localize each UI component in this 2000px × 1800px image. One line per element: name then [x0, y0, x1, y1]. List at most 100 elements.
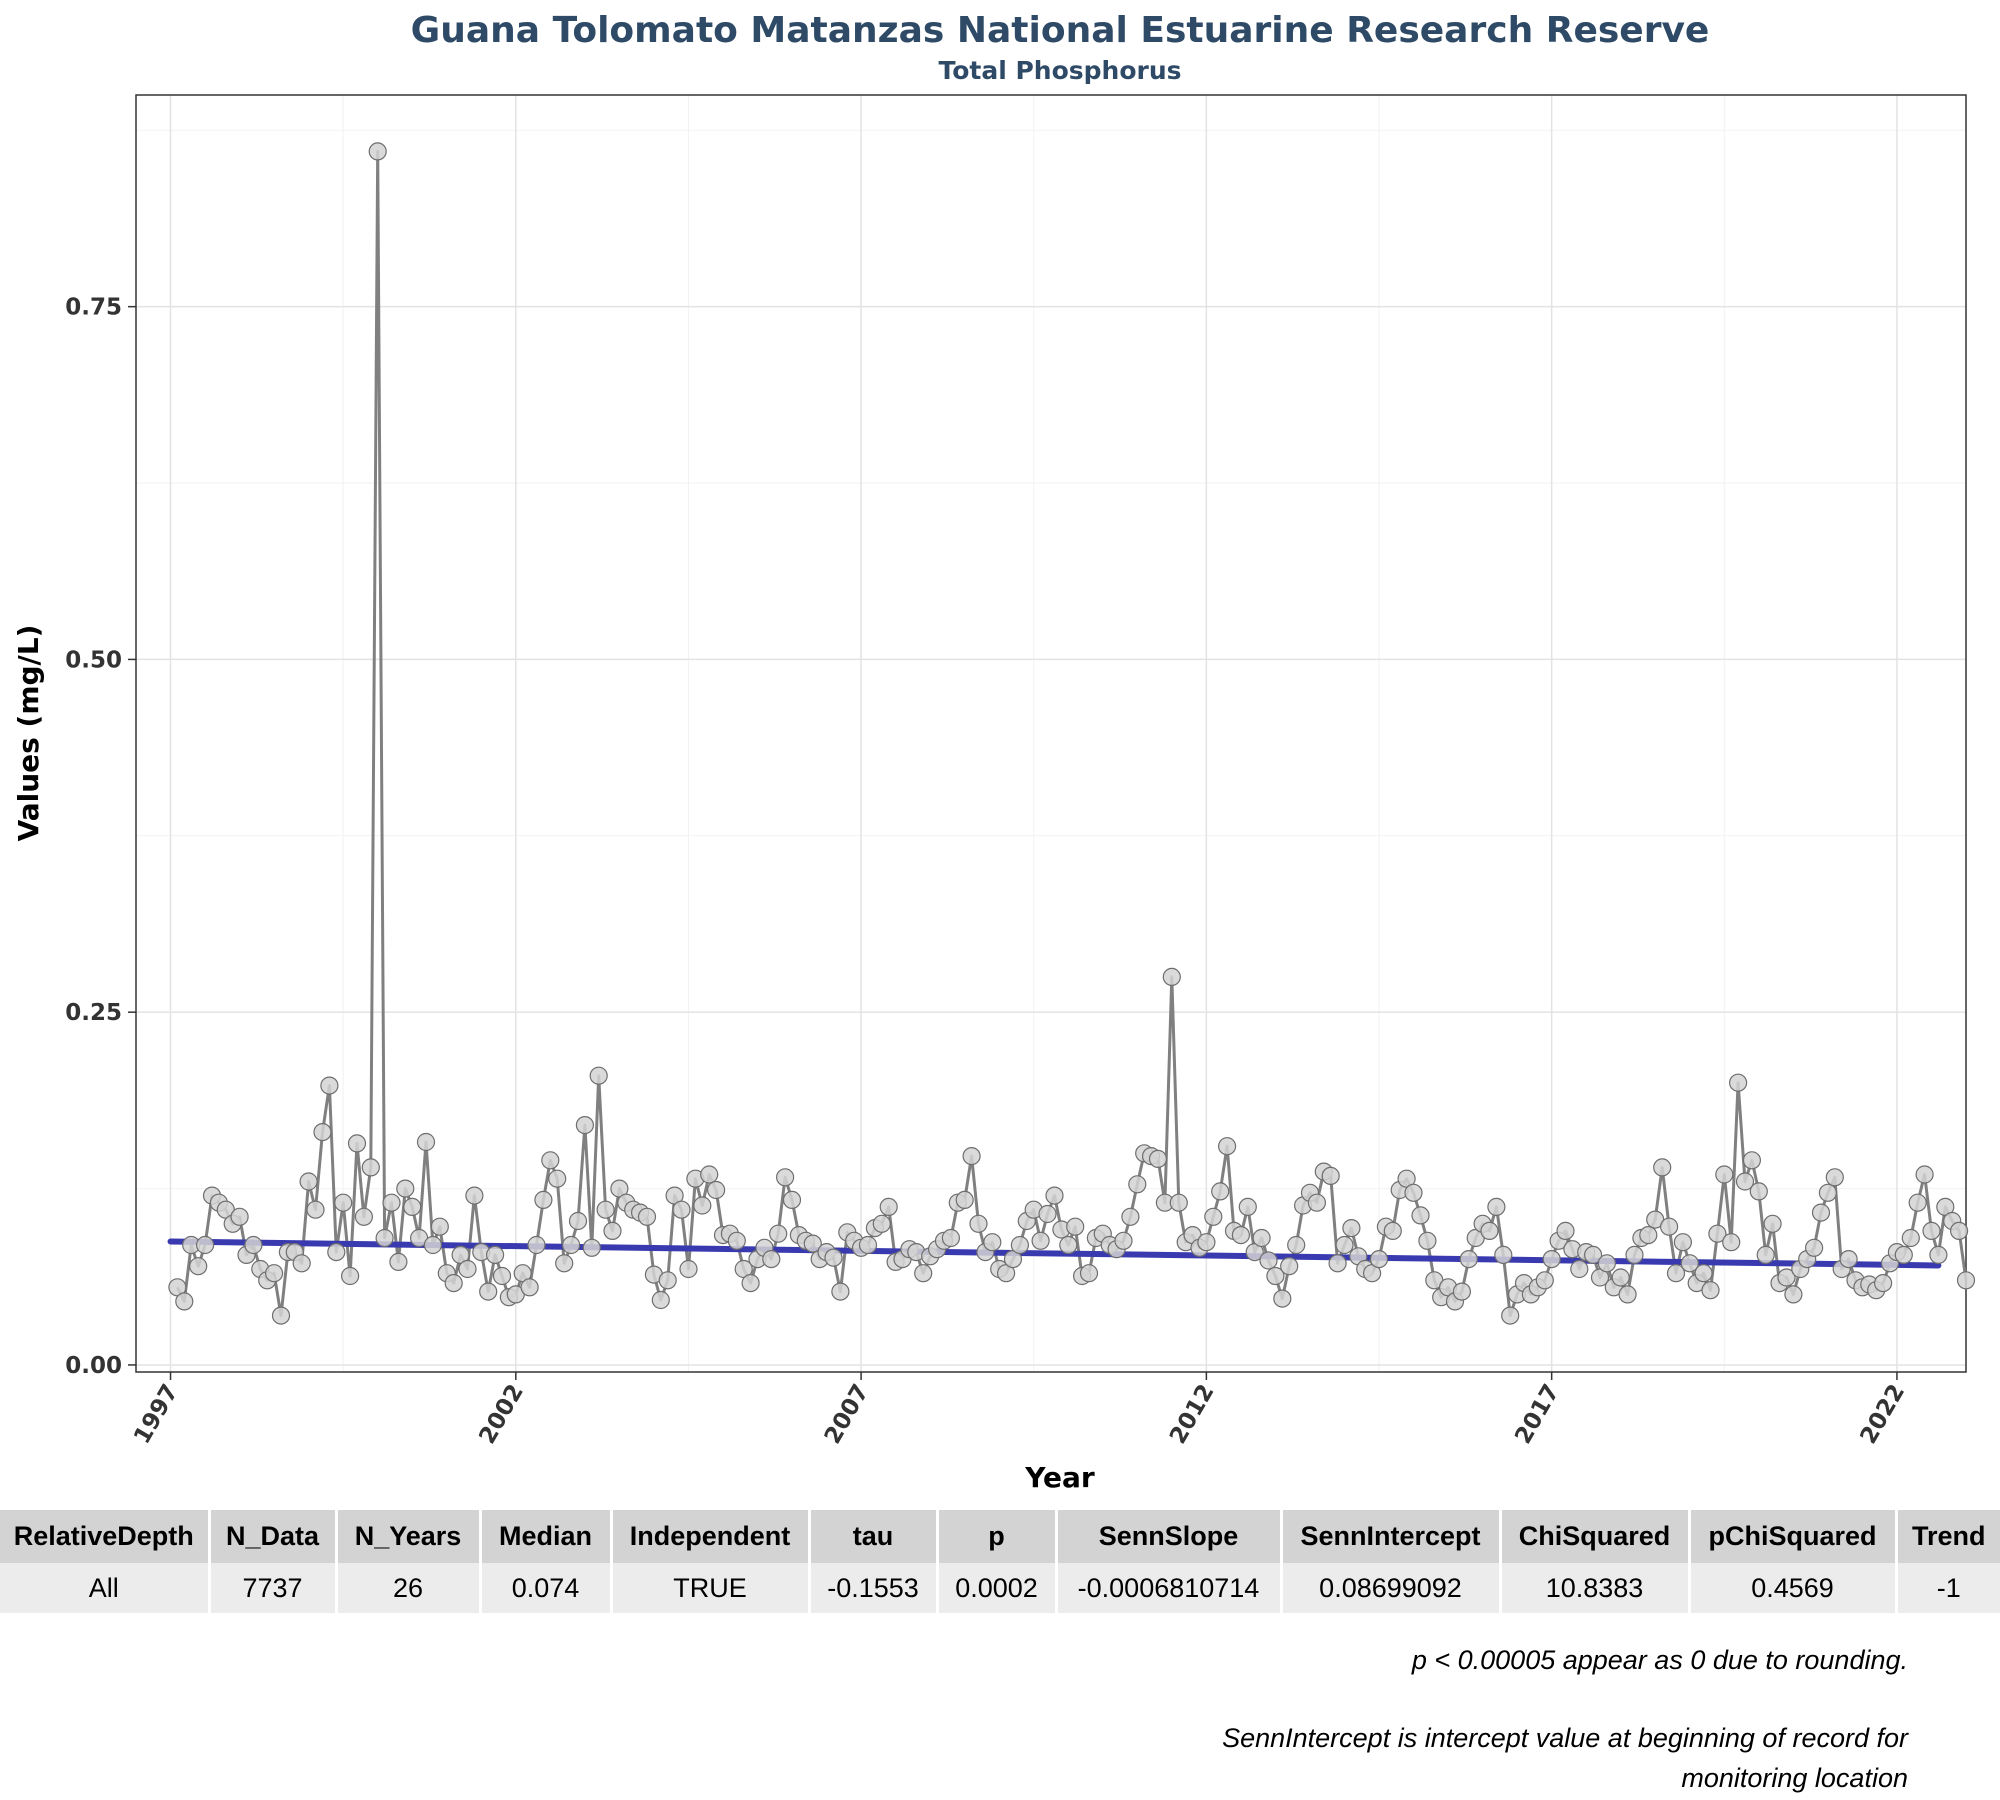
data-point: [1728, 1073, 1748, 1092]
data-point: [831, 1282, 850, 1301]
data-point: [1908, 1193, 1927, 1212]
chart-subtitle: Total Phosphorus: [938, 56, 1181, 85]
data-point: [527, 1235, 546, 1255]
table-header-cell: SennIntercept: [1281, 1510, 1502, 1563]
table-cell: -0.1553: [809, 1563, 939, 1613]
data-point: [1501, 1306, 1520, 1325]
data-point: [1873, 1273, 1893, 1293]
data-point: [375, 1228, 394, 1248]
data-point: [1459, 1249, 1478, 1269]
table-cell: All: [0, 1563, 211, 1613]
data-point: [1418, 1231, 1437, 1250]
data-point: [1162, 967, 1181, 987]
chart-title: Guana Tolomato Matanzas National Estuari…: [411, 10, 1710, 51]
table-header-cell: N_Years: [336, 1510, 482, 1563]
data-point: [1169, 1193, 1188, 1212]
data-point: [1666, 1264, 1686, 1283]
data-point: [1335, 1235, 1354, 1255]
data-point: [1639, 1225, 1658, 1245]
data-point: [1045, 1186, 1064, 1205]
data-point: [1010, 1235, 1030, 1255]
data-point: [1542, 1249, 1561, 1269]
data-point: [271, 1306, 291, 1325]
data-point: [1777, 1268, 1796, 1287]
data-point: [983, 1233, 1002, 1252]
table-cell: 0.074: [480, 1563, 613, 1613]
data-point: [354, 1207, 373, 1226]
data-point: [1259, 1251, 1278, 1270]
data-point: [1121, 1207, 1140, 1226]
table-cell: 7737: [209, 1563, 338, 1613]
table-header-cell: Median: [480, 1510, 613, 1563]
data-point: [658, 1271, 677, 1290]
data-point: [651, 1290, 670, 1310]
table-cell: -1: [1896, 1563, 2000, 1613]
data-point: [1307, 1193, 1327, 1212]
data-point: [347, 1134, 367, 1153]
data-point: [1266, 1266, 1285, 1286]
data-point: [1494, 1245, 1513, 1265]
data-point: [458, 1259, 477, 1279]
data-point: [1480, 1221, 1499, 1241]
data-point: [541, 1151, 560, 1170]
data-point: [637, 1207, 657, 1226]
data-point: [727, 1231, 746, 1250]
data-point: [327, 1242, 346, 1262]
data-point: [1722, 1233, 1741, 1252]
data-point: [824, 1248, 843, 1267]
y-tick-label: 0.75: [65, 295, 122, 321]
data-point: [1694, 1264, 1713, 1283]
table-header-cell: RelativeDepth: [0, 1510, 211, 1563]
data-point: [1128, 1175, 1147, 1194]
data-point: [265, 1264, 284, 1283]
data-point: [1818, 1183, 1838, 1202]
data-point: [858, 1235, 878, 1255]
data-point: [603, 1221, 622, 1241]
data-point: [1715, 1165, 1734, 1184]
data-point: [1825, 1168, 1844, 1187]
data-point: [1211, 1182, 1230, 1201]
data-point: [430, 1217, 449, 1236]
data-point: [741, 1273, 760, 1293]
data-point: [1383, 1221, 1402, 1241]
table-cell: TRUE: [611, 1563, 811, 1613]
data-point: [1404, 1183, 1423, 1202]
chart: Guana Tolomato Matanzas National Estuari…: [12, 10, 1976, 1494]
data-point: [1659, 1217, 1679, 1236]
data-point: [1114, 1231, 1133, 1250]
data-point: [1570, 1259, 1589, 1279]
data-point: [782, 1190, 802, 1210]
data-point: [341, 1266, 360, 1286]
data-point: [1535, 1271, 1554, 1290]
x-tick-label: 2022: [1856, 1380, 1911, 1448]
data-point: [175, 1292, 194, 1311]
data-point: [969, 1214, 988, 1233]
data-point: [196, 1235, 215, 1255]
data-point: [706, 1180, 726, 1200]
data-point: [1487, 1197, 1506, 1217]
data-point: [879, 1197, 898, 1217]
data-point: [672, 1200, 691, 1219]
data-point: [1217, 1137, 1237, 1156]
table-cell: -0.0006810714: [1056, 1563, 1283, 1613]
data-point: [700, 1165, 719, 1184]
data-point: [1066, 1217, 1085, 1236]
stats-table: RelativeDepth N_Data N_Years Median Independ…: [0, 1510, 2000, 1613]
data-point: [492, 1266, 512, 1286]
data-point: [1197, 1233, 1216, 1252]
data-point: [320, 1076, 339, 1095]
data-point: [1452, 1282, 1472, 1301]
data-point: [1929, 1245, 1948, 1265]
data-point: [1611, 1268, 1630, 1287]
data-point: [555, 1254, 574, 1273]
data-point: [1411, 1206, 1430, 1225]
data-point: [1922, 1221, 1941, 1241]
data-point: [548, 1169, 567, 1188]
data-point: [1287, 1235, 1306, 1255]
data-point: [575, 1115, 595, 1135]
data-point: [955, 1190, 974, 1210]
data-point: [1673, 1233, 1693, 1252]
table-header-cell: Trend: [1896, 1510, 2000, 1563]
data-point: [589, 1066, 608, 1085]
table-header-cell: ChiSquared: [1500, 1510, 1691, 1563]
